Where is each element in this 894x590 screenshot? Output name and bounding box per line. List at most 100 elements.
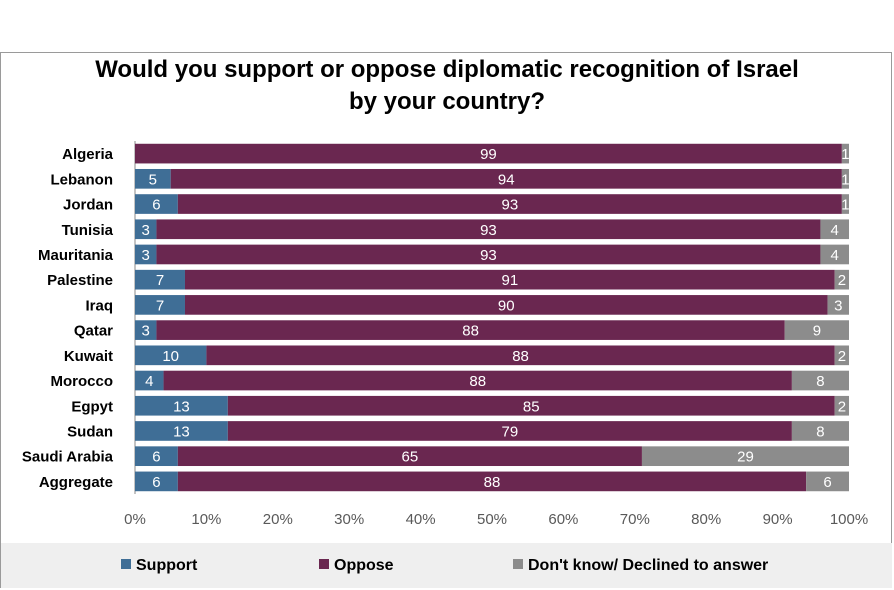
bar-segment-oppose — [206, 345, 835, 366]
bar-segment-dont-know — [791, 370, 849, 391]
chart-frame — [0, 52, 892, 588]
data-label: 1 — [841, 146, 849, 163]
data-label: 3 — [142, 323, 150, 340]
data-label: 88 — [512, 348, 529, 365]
legend-item-support: Support — [121, 558, 197, 574]
legend-swatch-oppose — [319, 559, 329, 569]
bar-segment-oppose — [170, 168, 842, 189]
data-label: 7 — [156, 297, 164, 314]
x-tick-label: 50% — [477, 511, 507, 528]
x-tick-label: 10% — [191, 511, 221, 528]
data-label: 8 — [816, 423, 824, 440]
category-label: Saudi Arabia — [22, 449, 114, 466]
legend-label-oppose: Oppose — [334, 557, 394, 574]
bar-segment-oppose — [177, 194, 842, 214]
x-tick-label: 20% — [263, 511, 293, 528]
data-label: 3 — [834, 297, 842, 314]
bar-segment-support — [135, 219, 157, 240]
x-tick-label: 0% — [124, 511, 146, 528]
bar-segment-dont-know — [827, 295, 849, 315]
bar-segment-support — [135, 320, 157, 340]
data-label: 1 — [841, 171, 849, 188]
data-label: 93 — [502, 197, 519, 214]
category-label: Tunisia — [62, 222, 114, 239]
chart-title: Would you support or oppose diplomatic r… — [95, 56, 799, 115]
x-tick-label: 30% — [334, 511, 364, 528]
data-label: 2 — [838, 348, 846, 365]
data-label: 5 — [149, 171, 157, 188]
category-label: Algeria — [62, 146, 114, 163]
data-label: 4 — [831, 222, 839, 239]
data-label: 8 — [816, 373, 824, 390]
bar-segment-oppose — [163, 370, 792, 391]
category-label: Morocco — [50, 373, 113, 390]
legend — [1, 543, 892, 588]
legend-item-dont-know: Don't know/ Declined to answer — [513, 558, 768, 574]
legend-label-dont-know: Don't know/ Declined to answer — [528, 557, 769, 574]
legend-swatch-dont-know — [513, 559, 523, 569]
data-label: 4 — [831, 247, 839, 264]
category-label: Iraq — [85, 297, 113, 314]
data-label: 7 — [156, 272, 164, 289]
data-label: 3 — [142, 222, 150, 239]
data-label: 2 — [838, 398, 846, 415]
bar-segment-support — [135, 446, 178, 467]
bar-segment-support — [135, 395, 228, 416]
data-label: 93 — [480, 247, 497, 264]
data-label: 13 — [173, 398, 190, 415]
data-label: 6 — [152, 474, 160, 491]
data-label: 2 — [838, 272, 846, 289]
bar-segment-oppose — [156, 320, 785, 340]
x-tick-label: 80% — [691, 511, 721, 528]
data-label: 10 — [162, 348, 179, 365]
data-label: 99 — [480, 146, 497, 163]
bar-segment-support — [135, 345, 207, 366]
bar-segment-dont-know — [791, 421, 849, 441]
data-label: 4 — [145, 373, 153, 390]
category-label: Egpyt — [71, 398, 113, 415]
bar-segment-dont-know — [834, 395, 849, 416]
bar-segment-dont-know — [784, 320, 849, 340]
bar-segment-dont-know — [841, 143, 849, 164]
category-label: Mauritania — [38, 247, 114, 264]
bar-segment-dont-know — [806, 471, 849, 492]
category-label: Kuwait — [64, 348, 113, 365]
bar-segment-support — [135, 370, 164, 391]
data-label: 6 — [152, 197, 160, 214]
bar-segment-support — [135, 295, 185, 315]
x-tick-label: 60% — [548, 511, 578, 528]
bar-segment-dont-know — [834, 345, 849, 366]
category-label: Lebanon — [51, 171, 114, 188]
data-label: 6 — [823, 474, 831, 491]
data-label: 1 — [841, 197, 849, 214]
bar-segment-dont-know — [841, 194, 849, 214]
bar-segment-oppose — [156, 244, 821, 265]
data-label: 9 — [813, 323, 821, 340]
bar-segment-support — [135, 168, 171, 189]
bar-segment-oppose — [227, 421, 792, 441]
bar-segment-dont-know — [820, 244, 849, 265]
bar-segment-support — [135, 194, 178, 214]
data-label: 29 — [737, 449, 754, 466]
legend-label-support: Support — [136, 557, 198, 574]
category-label: Sudan — [67, 423, 113, 440]
category-label: Aggregate — [39, 474, 113, 491]
bar-segment-oppose — [177, 446, 642, 467]
bar-segment-dont-know — [641, 446, 849, 467]
legend-item-oppose: Oppose — [319, 558, 394, 574]
category-label: Jordan — [63, 197, 113, 214]
bar-segment-oppose — [156, 219, 821, 240]
bar-segment-dont-know — [820, 219, 849, 240]
bar-segment-oppose — [177, 471, 807, 492]
data-label: 79 — [502, 423, 519, 440]
data-label: 85 — [523, 398, 540, 415]
bar-segment-dont-know — [834, 269, 849, 290]
bar-segment-support — [135, 244, 157, 265]
data-label: 91 — [502, 272, 519, 289]
data-label: 6 — [152, 449, 160, 466]
data-label: 65 — [402, 449, 419, 466]
category-label: Qatar — [74, 323, 113, 340]
x-tick-label: 100% — [830, 511, 868, 528]
bar-segment-oppose — [227, 395, 835, 416]
